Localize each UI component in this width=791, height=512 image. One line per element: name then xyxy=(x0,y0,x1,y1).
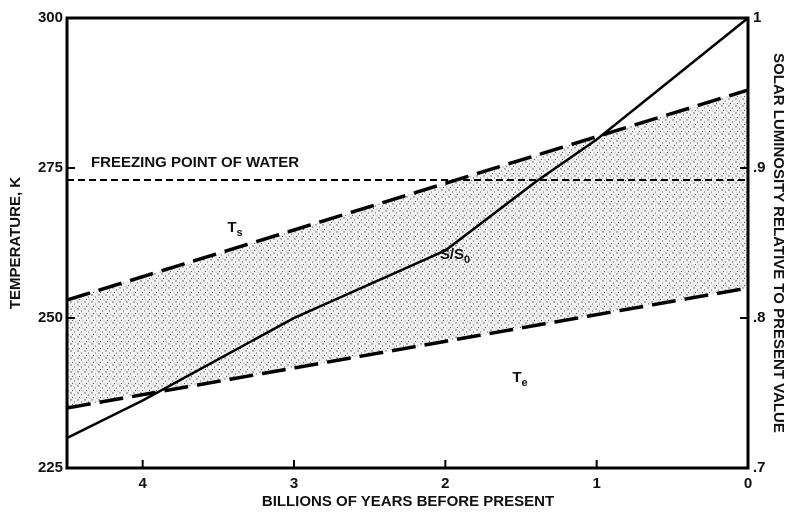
x-tick-label: 4 xyxy=(138,475,147,492)
plot-frame xyxy=(65,16,750,470)
series-label: S/S0 xyxy=(440,246,470,266)
y-tick-label: 225 xyxy=(38,459,63,476)
x-tick-label: 2 xyxy=(441,475,449,492)
series-label: Te xyxy=(512,369,527,389)
series-line xyxy=(66,286,749,410)
y-tick-label: 250 xyxy=(38,309,63,326)
series-label: Ts xyxy=(227,219,242,239)
y2-tick-label: .9 xyxy=(753,159,766,176)
x-tick-label: 1 xyxy=(592,475,600,492)
x-axis-label: BILLIONS OF YEARS BEFORE PRESENT xyxy=(262,493,554,510)
shaded-region xyxy=(67,90,748,408)
y2-tick-label: .7 xyxy=(753,459,766,476)
series-line xyxy=(66,17,749,440)
y2-tick-label: 1 xyxy=(753,9,761,26)
y-axis-label: TEMPERATURE, K xyxy=(7,177,24,309)
x-tick-label: 3 xyxy=(290,475,298,492)
y2-tick-label: .8 xyxy=(753,309,766,326)
x-tick-label: 0 xyxy=(744,475,752,492)
y2-axis-label: SOLAR LUMINOSITY RELATIVE TO PRESENT VAL… xyxy=(770,53,787,433)
series-line xyxy=(66,88,749,302)
y-tick-label: 275 xyxy=(38,159,63,176)
y-tick-label: 300 xyxy=(38,9,63,26)
annotation: FREEZING POINT OF WATER xyxy=(91,154,299,171)
